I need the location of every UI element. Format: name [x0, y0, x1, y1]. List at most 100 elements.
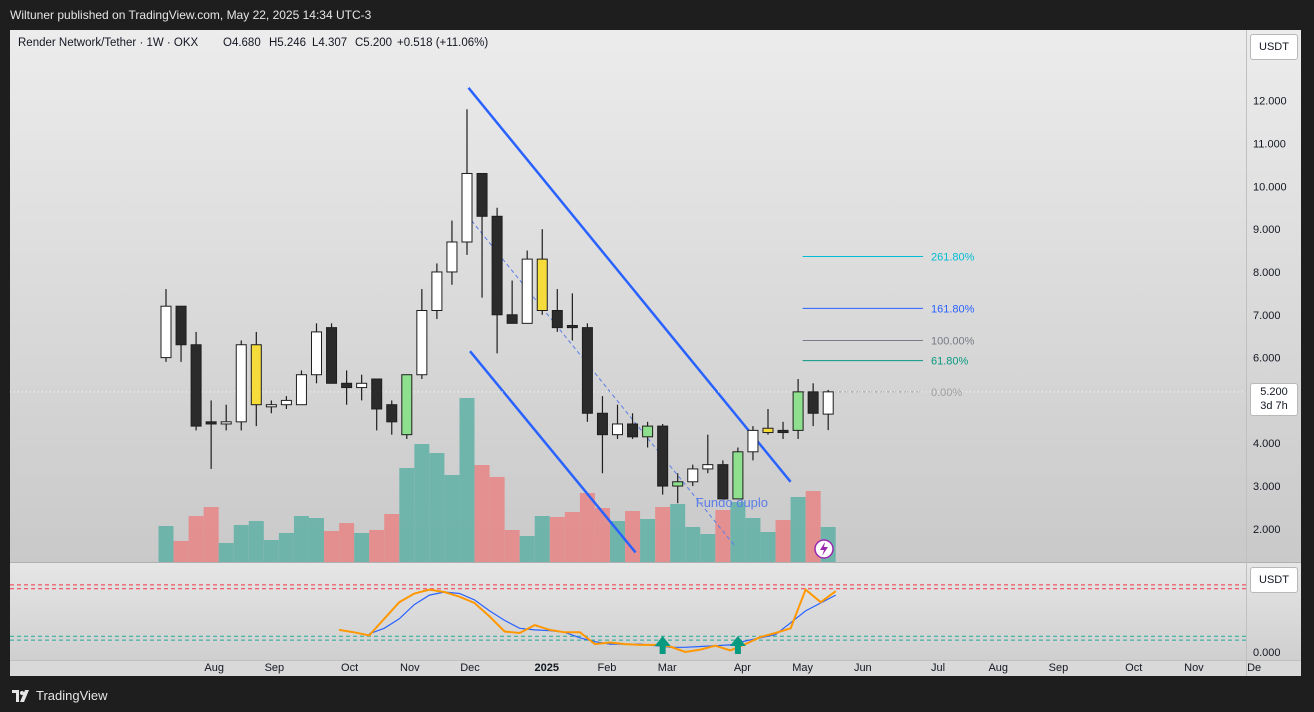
fib-level-label: 61.80% [931, 356, 969, 368]
pattern-label: Fundo duplo [696, 495, 768, 510]
candle-body [732, 451, 744, 500]
y-tick-label: 6.000 [1253, 353, 1281, 365]
buy-arrow-icon [654, 636, 671, 654]
candle-body [612, 423, 623, 436]
volume-bar [594, 508, 610, 562]
candle-body [401, 374, 413, 436]
x-tick-label: Jul [931, 662, 945, 674]
candle-body [356, 382, 368, 389]
symbol-legend[interactable]: Render Network/Tether · 1W · OKX O4.680 … [18, 37, 488, 49]
candle-body [506, 314, 518, 324]
volume-bar [339, 523, 355, 562]
high-value: H5.246 [269, 37, 306, 49]
time-axis[interactable]: Aug Sep Oct Nov Dec 2025 Feb Mar Apr May Jun Jul Aug… [204, 662, 1261, 674]
candle-body [446, 241, 458, 273]
volume-bar [188, 516, 204, 562]
volume-bar [579, 493, 595, 562]
volume-bar [173, 541, 189, 562]
price-axis[interactable]: 12.000 11.000 10.000 9.000 8.000 7.000 6.000 5.… [1253, 96, 1287, 536]
chart-frame[interactable]: 261.80% 161.80% 100.00% 61.80% 0.00% Fundo du… [10, 30, 1301, 676]
x-tick-label: May [792, 662, 813, 674]
candle-body [461, 172, 473, 243]
candle-body [581, 327, 593, 414]
x-tick-label: Mar [658, 662, 677, 674]
close-value: C5.200 [355, 37, 392, 49]
volume-bar [293, 516, 309, 562]
symbol-title[interactable]: Render Network/Tether · 1W · OKX [18, 37, 199, 49]
candle-body [521, 258, 533, 324]
y-tick-label: 11.000 [1253, 139, 1286, 151]
volume-bar [685, 527, 701, 562]
bar-countdown-label: 3d 7h [1260, 400, 1288, 412]
tradingview-logo[interactable]: TradingView [12, 688, 108, 703]
currency-badge-main[interactable]: USDT [1250, 34, 1298, 60]
volume-bar [309, 518, 324, 562]
candle-body [265, 404, 277, 408]
candle-body [792, 391, 804, 431]
volume-bar [670, 504, 686, 562]
candle-body [672, 481, 684, 487]
candle-body [596, 412, 608, 436]
x-tick-label: Oct [341, 662, 358, 674]
volume-bar [564, 512, 580, 562]
candle-body [326, 327, 338, 384]
indicator-pane-background [10, 563, 1301, 660]
candle-body [717, 464, 729, 500]
volume-bar [444, 475, 460, 562]
fib-level-label: 0.00% [931, 387, 962, 399]
volume-bar [730, 502, 746, 562]
price-chart[interactable]: 261.80% 161.80% 100.00% 61.80% 0.00% Fundo du… [10, 30, 1301, 676]
volume-bar [790, 497, 806, 562]
volume-bar [399, 468, 415, 562]
fib-level-label: 100.00% [931, 335, 975, 347]
candle-body [235, 344, 247, 423]
currency-badge-indicator[interactable]: USDT [1250, 567, 1298, 593]
volume-bar [504, 530, 520, 562]
fib-level-label: 261.80% [931, 252, 975, 264]
volume-bar [534, 516, 550, 562]
fib-level-label: 161.80% [931, 303, 975, 315]
candle-body [762, 427, 774, 434]
y-tick-label: 2.000 [1253, 524, 1281, 536]
volume-bar [384, 514, 400, 562]
volume-bar [489, 477, 505, 562]
x-tick-label: Apr [734, 662, 751, 674]
volume-bar [278, 533, 294, 562]
x-tick-label: Feb [597, 662, 616, 674]
candle-body [220, 421, 232, 425]
main-pane-background [10, 30, 1301, 562]
x-tick-label: 2025 [535, 662, 559, 674]
candle-body [702, 464, 714, 470]
candle-body [250, 344, 262, 406]
candle-body [205, 421, 217, 425]
candle-body [190, 344, 202, 427]
low-value: L4.307 [312, 37, 347, 49]
indicator-tick-label: 0.000 [1253, 647, 1281, 659]
footer-bar: TradingView [0, 680, 1314, 712]
volume-bar [775, 520, 791, 562]
volume-bar [459, 398, 475, 562]
y-tick-label: 4.000 [1253, 438, 1281, 450]
candle-body [175, 305, 187, 346]
volume-bar [760, 532, 776, 562]
volume-bar [324, 531, 340, 562]
volume-bar [158, 526, 174, 562]
volume-bar [203, 507, 219, 562]
volume-bar [354, 533, 370, 562]
x-tick-label: Oct [1125, 662, 1142, 674]
candle-body [566, 324, 578, 329]
y-tick-label: 3.000 [1253, 481, 1281, 493]
stoch-k-line [338, 587, 837, 654]
candle-body [491, 215, 503, 316]
volume-bar [263, 540, 279, 562]
x-tick-label: Aug [988, 662, 1008, 674]
y-tick-label: 10.000 [1253, 181, 1287, 193]
drawing-annotations: 261.80% 161.80% 100.00% 61.80% 0.00% Fundo du… [10, 87, 1246, 554]
candle-body [311, 331, 322, 376]
candle-body [627, 423, 639, 438]
y-tick-label: 7.000 [1253, 310, 1281, 322]
candle-body [807, 391, 819, 414]
volume-bar [429, 453, 445, 562]
candle-body [371, 378, 383, 410]
volume-bar [700, 534, 716, 562]
